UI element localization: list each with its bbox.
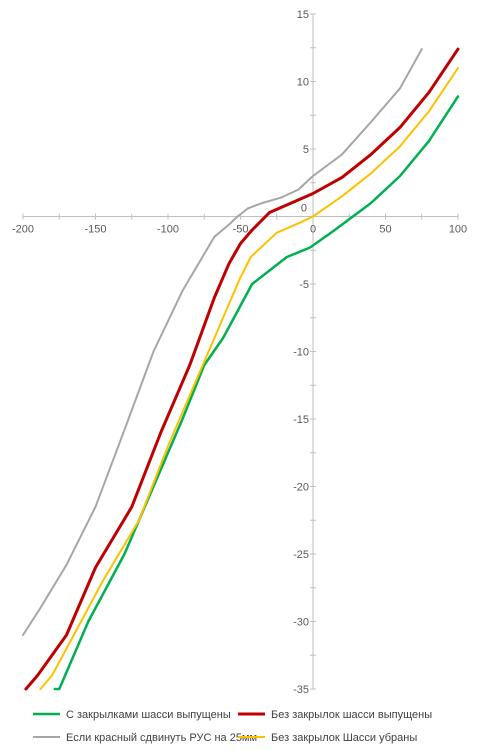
y-tick-label: -10 <box>293 347 309 359</box>
x-tick-label: 0 <box>310 224 316 236</box>
y-tick-label: 15 <box>297 9 309 21</box>
legend-label-3: Без закрылок Шасси убраны <box>271 732 417 744</box>
x-tick-label: 50 <box>379 224 391 236</box>
y-tick-label: 10 <box>297 77 309 89</box>
legend-label-1: Без закрылок шасси выпущены <box>271 709 432 721</box>
series-line-3 <box>39 67 459 690</box>
y-tick-label: -5 <box>299 279 309 291</box>
x-tick-label: -200 <box>12 224 34 236</box>
x-tick-label: -150 <box>84 224 106 236</box>
y-tick-label: -35 <box>293 684 309 696</box>
y-tick-label: -20 <box>293 482 309 494</box>
series-line-0 <box>53 95 460 691</box>
x-tick-label: -100 <box>157 224 179 236</box>
legend: С закрылками шасси выпущены Без закрылок … <box>33 709 432 744</box>
series-line-2 <box>22 48 423 636</box>
y-tick-label: -25 <box>293 549 309 561</box>
x-tick-label: -50 <box>233 224 249 236</box>
y-tick-label: 0 <box>301 203 307 215</box>
series-layer <box>22 47 460 691</box>
legend-label-0: С закрылками шасси выпущены <box>66 709 231 721</box>
axes: -200 -150 -100 -50 0 50 100151050-5-10-15-20-2… <box>12 9 467 696</box>
series-line-1 <box>24 47 460 691</box>
y-tick-label: 5 <box>303 144 309 156</box>
legend-label-2: Если красный сдвинуть РУС на 25мм <box>66 732 257 744</box>
x-tick-label: 100 <box>449 224 467 236</box>
y-tick-label: -30 <box>293 617 309 629</box>
y-tick-label: -15 <box>293 414 309 426</box>
